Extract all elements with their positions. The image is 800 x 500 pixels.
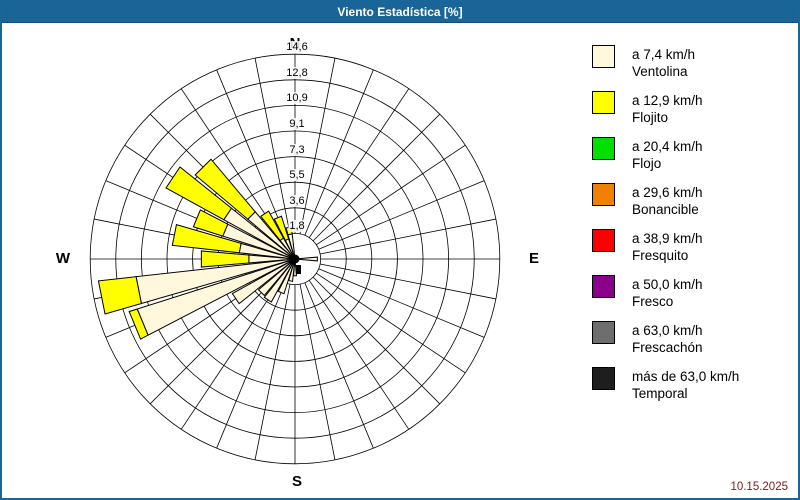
grid-spoke bbox=[216, 69, 286, 236]
legend-item-fresco: a 50,0 km/h Fresco bbox=[590, 275, 790, 319]
legend-name-text: Temporal bbox=[632, 386, 688, 401]
radial-axis-label: 10,9 bbox=[285, 92, 309, 105]
grid-spoke bbox=[312, 276, 441, 405]
legend-label: a 38,9 km/h Fresquito bbox=[632, 230, 703, 264]
rose-bar-flojito bbox=[200, 250, 250, 268]
grid-spoke bbox=[316, 144, 466, 246]
date-label: 10.15.2025 bbox=[730, 481, 788, 493]
grid-spoke bbox=[254, 58, 291, 234]
radial-axis-label: 5,5 bbox=[288, 169, 306, 182]
grid-spoke bbox=[149, 276, 278, 405]
compass-label-south: S bbox=[291, 473, 302, 490]
rose-bar-flojito bbox=[273, 215, 290, 241]
wind-rose-chart bbox=[89, 53, 501, 465]
legend-label: a 20,4 km/h Flojo bbox=[632, 138, 703, 172]
grid-spoke bbox=[308, 280, 410, 430]
legend-speed-text: a 50,0 km/h bbox=[632, 277, 703, 292]
legend-speed-text: a 63,0 km/h bbox=[632, 323, 703, 338]
radial-axis-label: 7,3 bbox=[288, 143, 306, 156]
grid-spoke bbox=[320, 218, 496, 255]
grid-spoke bbox=[299, 58, 336, 234]
legend-speed-text: a 7,4 km/h bbox=[632, 47, 696, 62]
window-title: Viento Estadística [%] bbox=[2, 2, 798, 23]
legend-name-text: Bonancible bbox=[632, 202, 699, 217]
grid-spoke bbox=[180, 88, 282, 238]
legend-item-fresquito: a 38,9 km/h Fresquito bbox=[590, 229, 790, 273]
rose-bar-ventolina bbox=[294, 256, 318, 262]
chart-area: N W E S 1,83,65,57,39,110,912,814,6 bbox=[2, 23, 562, 498]
legend-color-swatch bbox=[592, 275, 615, 298]
legend-speed-text: a 29,6 km/h bbox=[632, 185, 703, 200]
grid-spoke bbox=[312, 113, 441, 242]
legend-speed-text: a 12,9 km/h bbox=[632, 93, 703, 108]
legend-label: más de 63,0 km/h Temporal bbox=[632, 368, 739, 402]
legend-item-ventolina: a 7,4 km/h Ventolina bbox=[590, 45, 790, 89]
rose-bar-ventolina bbox=[263, 258, 296, 303]
radial-axis-label: 14,6 bbox=[285, 41, 309, 54]
legend-speed-text: a 20,4 km/h bbox=[632, 139, 703, 154]
legend-color-swatch bbox=[592, 367, 615, 390]
legend-name-text: Ventolina bbox=[632, 64, 688, 79]
legend-name-text: Fresquito bbox=[632, 248, 689, 263]
legend-label: a 7,4 km/h Ventolina bbox=[632, 46, 695, 80]
rose-bar-flojito bbox=[194, 158, 256, 220]
legend-color-swatch bbox=[592, 137, 615, 160]
grid-spoke bbox=[316, 272, 466, 374]
grid-spoke bbox=[254, 284, 291, 460]
rose-bar-ventolina bbox=[231, 258, 296, 305]
compass-label-west: W bbox=[55, 250, 71, 267]
grid-spoke bbox=[304, 282, 374, 449]
grid-spoke bbox=[304, 69, 374, 236]
grid-spoke bbox=[320, 263, 496, 300]
legend-name-text: Frescachón bbox=[632, 340, 703, 355]
legend-item-frescachón: a 63,0 km/h Frescachón bbox=[590, 321, 790, 365]
legend-label: a 12,9 km/h Flojito bbox=[632, 92, 703, 126]
radial-axis-label: 9,1 bbox=[288, 118, 306, 130]
legend-color-swatch bbox=[592, 91, 615, 114]
grid-spoke bbox=[180, 280, 282, 430]
legend-name-text: Fresco bbox=[632, 294, 674, 309]
grid-spoke bbox=[318, 180, 485, 250]
legend-label: a 50,0 km/h Fresco bbox=[632, 276, 703, 310]
rose-bar-flojito bbox=[192, 209, 229, 237]
grid-spoke bbox=[216, 282, 286, 449]
radial-axis-label: 12,8 bbox=[285, 66, 309, 79]
grid-spoke bbox=[308, 88, 410, 238]
legend-item-flojito: a 12,9 km/h Flojito bbox=[590, 91, 790, 135]
compass-label-east: E bbox=[528, 250, 539, 267]
rose-bar-ventolina bbox=[257, 258, 296, 297]
legend-item-bonancible: a 29,6 km/h Bonancible bbox=[590, 183, 790, 227]
legend-color-swatch bbox=[592, 45, 615, 68]
rose-bar-flojito bbox=[97, 276, 142, 315]
radial-axis-label: 1,8 bbox=[288, 220, 306, 233]
center-marker bbox=[290, 254, 300, 264]
legend-speed-text: a 38,9 km/h bbox=[632, 231, 703, 246]
center-tick bbox=[296, 265, 301, 274]
rose-bar-flojito bbox=[165, 166, 233, 221]
radial-axis-label: 3,6 bbox=[288, 194, 306, 207]
legend-label: a 63,0 km/h Frescachón bbox=[632, 322, 703, 356]
grid-spoke bbox=[299, 284, 336, 460]
legend-color-swatch bbox=[592, 321, 615, 344]
legend-item-temporal: más de 63,0 km/h Temporal bbox=[590, 367, 790, 411]
legend-name-text: Flojo bbox=[632, 156, 662, 171]
legend-color-swatch bbox=[592, 229, 615, 252]
legend-speed-text: más de 63,0 km/h bbox=[632, 369, 740, 384]
legend-item-flojo: a 20,4 km/h Flojo bbox=[590, 137, 790, 181]
grid-spoke bbox=[318, 268, 485, 338]
rose-bar-flojito bbox=[128, 308, 149, 340]
rose-bar-flojito bbox=[171, 224, 242, 254]
legend-name-text: Flojito bbox=[632, 110, 669, 125]
legend-color-swatch bbox=[592, 183, 615, 206]
rose-bar-flojito bbox=[260, 210, 285, 242]
legend-label: a 29,6 km/h Bonancible bbox=[632, 184, 703, 218]
